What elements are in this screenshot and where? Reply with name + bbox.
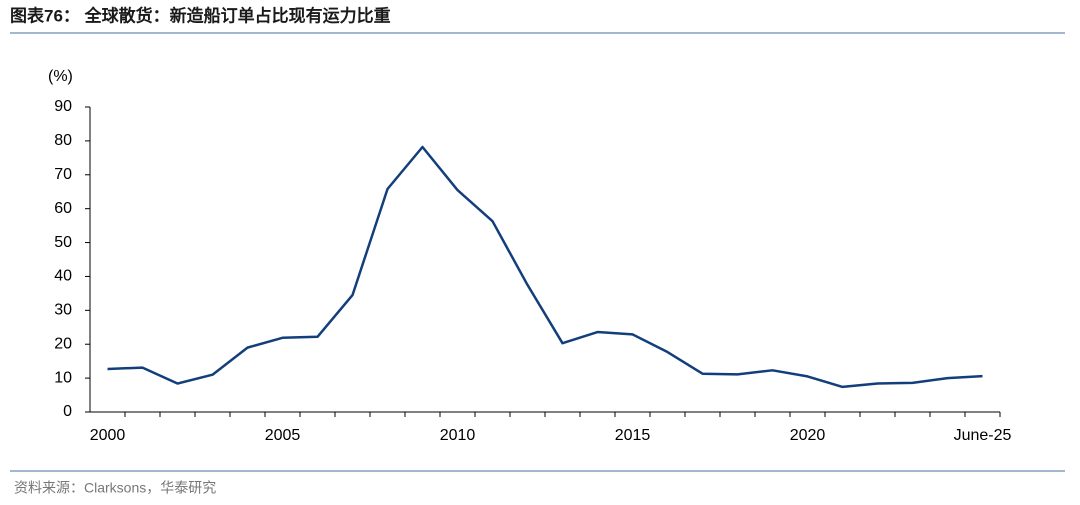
y-tick-label: 60 <box>54 200 72 217</box>
y-tick-label: 10 <box>54 369 72 386</box>
y-axis-label: (%) <box>48 68 73 85</box>
source-note: 资料来源：Clarksons，华泰研究 <box>14 480 216 496</box>
x-tick-label: 2010 <box>440 427 476 444</box>
chart-title: 图表76： 全球散货：新造船订单占比现有运力比重 <box>10 5 391 25</box>
data-line <box>107 145 983 389</box>
y-tick-label: 0 <box>63 403 72 420</box>
x-tick-label: June-25 <box>954 427 1012 444</box>
y-tick-label: 30 <box>54 302 72 319</box>
y-tick-label: 40 <box>54 268 72 285</box>
y-tick-label: 20 <box>54 335 72 352</box>
y-tick-label: 50 <box>54 234 72 251</box>
x-tick-label: 2020 <box>790 427 826 444</box>
y-tick-label: 70 <box>54 166 72 183</box>
x-tick-label: 2000 <box>90 427 126 444</box>
y-tick-label: 80 <box>54 132 72 149</box>
x-tick-label: 2005 <box>265 427 301 444</box>
x-tick-label: 2015 <box>615 427 651 444</box>
y-tick-label: 90 <box>54 98 72 115</box>
